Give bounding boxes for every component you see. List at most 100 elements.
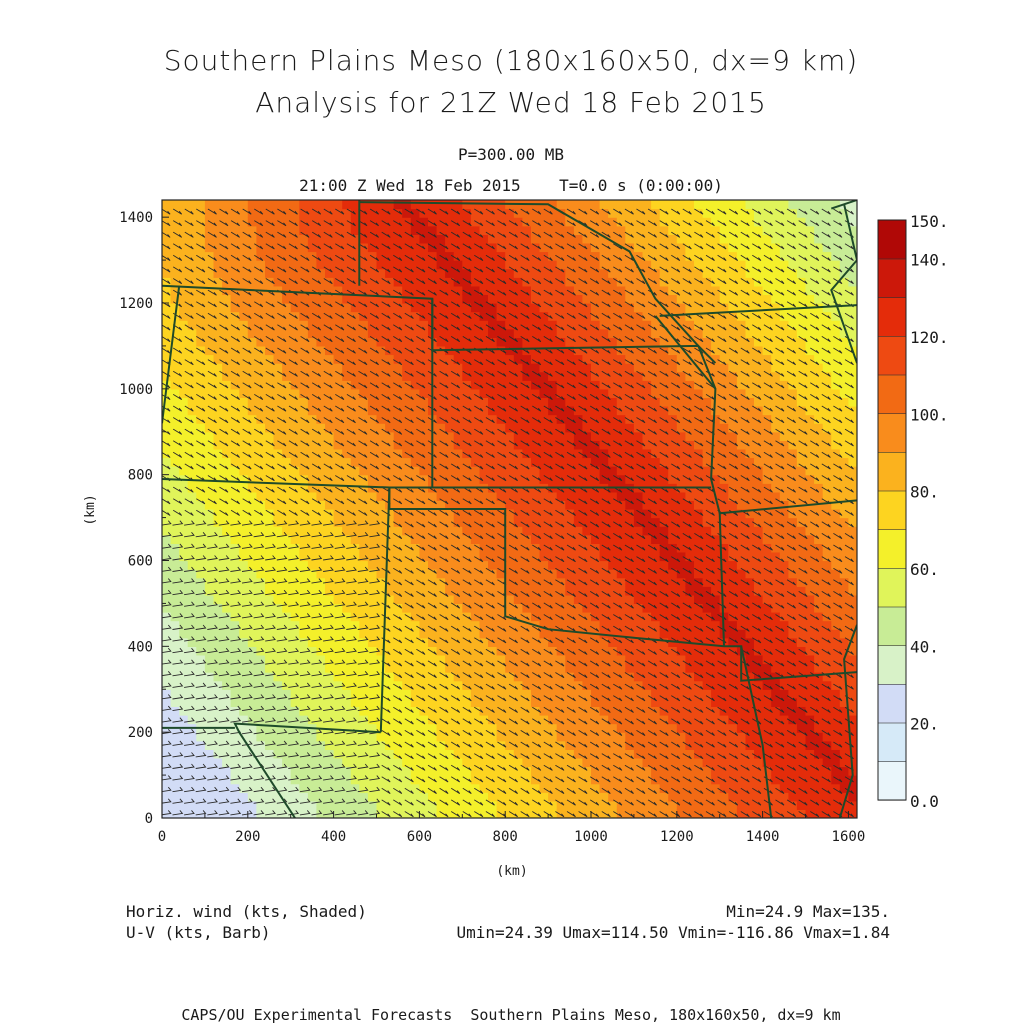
shading-cell	[633, 577, 644, 587]
shading-cell	[282, 423, 292, 433]
shading-cell	[556, 551, 566, 562]
shading-cell	[230, 294, 240, 304]
shading-cell	[522, 517, 532, 527]
shading-cell	[299, 448, 309, 459]
shading-cell	[196, 646, 206, 656]
shading-cell	[385, 380, 395, 390]
shading-cell	[462, 303, 472, 313]
shading-cell	[479, 517, 489, 527]
shading-cell	[162, 483, 172, 493]
shading-cell	[213, 517, 223, 527]
shading-cell	[273, 268, 283, 278]
shading-cell	[531, 663, 541, 673]
shading-cell	[265, 423, 275, 433]
shading-cell	[316, 388, 326, 398]
shading-cell	[591, 663, 601, 673]
shading-cell	[436, 303, 446, 313]
shading-cell	[393, 697, 403, 707]
shading-cell	[325, 423, 335, 433]
shading-cell	[488, 251, 498, 261]
shading-cell	[745, 397, 755, 407]
shading-cell	[204, 517, 215, 527]
shading-cell	[170, 303, 180, 313]
shading-cell	[170, 328, 180, 338]
shading-cell	[342, 706, 352, 716]
shading-cell	[625, 809, 635, 818]
shading-cell	[342, 723, 352, 733]
shading-cell	[642, 551, 652, 562]
shading-cell	[402, 363, 412, 373]
shading-cell	[470, 706, 481, 716]
shading-cell	[213, 551, 223, 562]
shading-cell	[282, 217, 292, 227]
shading-cell	[531, 603, 541, 613]
shading-cell	[196, 363, 206, 373]
shading-cell	[582, 200, 592, 210]
shading-cell	[350, 225, 360, 235]
shading-cell	[445, 586, 455, 596]
shading-cell	[548, 809, 558, 818]
shading-cell	[548, 586, 558, 596]
shading-cell	[385, 723, 395, 733]
shading-cell	[239, 663, 249, 673]
shading-cell	[599, 800, 609, 810]
shading-cell	[204, 277, 215, 287]
shading-cell	[359, 637, 369, 647]
shading-cell	[410, 363, 420, 373]
shading-cell	[573, 594, 584, 604]
shading-cell	[290, 363, 300, 373]
shading-cell	[170, 654, 180, 665]
shading-cell	[256, 363, 266, 373]
shading-cell	[325, 749, 335, 759]
shading-cell	[239, 354, 249, 364]
shading-cell	[573, 337, 584, 347]
shading-cell	[573, 706, 584, 716]
shading-cell	[633, 200, 644, 210]
shading-cell	[436, 603, 446, 613]
shading-cell	[428, 594, 438, 604]
shading-cell	[299, 740, 309, 750]
shading-cell	[204, 663, 215, 673]
shading-cell	[565, 242, 575, 253]
shading-cell	[179, 491, 189, 501]
shading-cell	[531, 268, 541, 278]
shading-cell	[513, 328, 523, 338]
shading-cell	[282, 406, 292, 416]
shading-cell	[419, 466, 429, 476]
shading-cell	[179, 483, 189, 493]
shading-cell	[496, 586, 506, 596]
shading-cell	[376, 251, 386, 261]
shading-cell	[342, 242, 352, 253]
shading-cell	[513, 217, 523, 227]
shading-cell	[187, 620, 197, 630]
shading-cell	[230, 371, 240, 381]
shading-cell	[539, 242, 549, 253]
shading-cell	[496, 466, 506, 476]
shading-cell	[187, 380, 197, 390]
shading-cell	[265, 303, 275, 313]
shading-cell	[316, 560, 326, 570]
shading-cell	[419, 388, 429, 398]
shading-cell	[350, 766, 360, 776]
shading-cell	[462, 208, 472, 218]
shading-cell	[299, 311, 309, 321]
shading-cell	[162, 345, 172, 356]
shading-cell	[170, 406, 180, 416]
shading-cell	[591, 646, 601, 656]
shading-cell	[531, 706, 541, 716]
shading-cell	[393, 723, 403, 733]
shading-cell	[196, 371, 206, 381]
shading-cell	[591, 303, 601, 313]
shading-cell	[513, 706, 523, 716]
shading-cell	[522, 448, 532, 459]
shading-cell	[462, 603, 472, 613]
shading-cell	[273, 800, 283, 810]
shading-cell	[162, 594, 172, 604]
shading-cell	[453, 551, 463, 562]
shading-cell	[702, 792, 712, 802]
shading-cell	[676, 612, 686, 622]
shading-cell	[410, 217, 420, 227]
shading-cell	[247, 500, 257, 510]
shading-cell	[428, 234, 438, 244]
shading-cell	[247, 440, 257, 450]
